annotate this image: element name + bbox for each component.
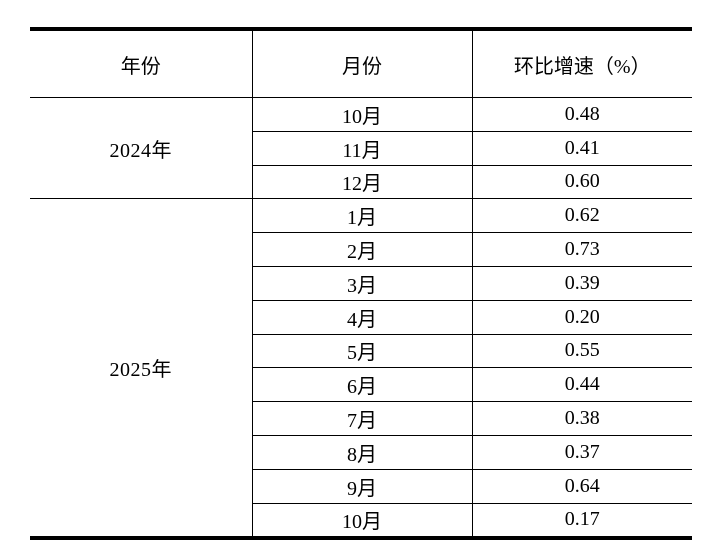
- header-month: 月份: [251, 29, 472, 98]
- table-row: 10月 0.17: [30, 503, 692, 539]
- table-header-row: 年份 月份 环比增速（%）: [30, 29, 692, 98]
- growth-cell: 0.39: [471, 266, 692, 301]
- month-cell: 4月: [251, 300, 472, 335]
- month-cell: 6月: [251, 367, 472, 403]
- growth-cell: 0.44: [471, 367, 692, 403]
- month-cell: 12月: [251, 165, 472, 200]
- growth-cell: 0.38: [471, 401, 692, 436]
- table-row: 2025年 1月 0.62: [30, 198, 692, 539]
- growth-cell: 0.41: [471, 131, 692, 166]
- growth-cell: 0.48: [471, 97, 692, 132]
- year-cell: 2024年: [30, 97, 252, 200]
- growth-cell: 0.20: [471, 300, 692, 335]
- table-row: 8月 0.37: [30, 435, 692, 470]
- growth-cell: 0.64: [471, 469, 692, 504]
- year-cell: 2025年: [30, 198, 252, 539]
- month-cell: 7月: [251, 401, 472, 436]
- growth-cell: 0.37: [471, 435, 692, 470]
- growth-cell: 0.60: [471, 165, 692, 200]
- month-cell: 8月: [251, 435, 472, 470]
- table-row: 12月 0.60: [30, 165, 692, 200]
- table-row: 4月 0.20: [30, 300, 692, 335]
- table-row: 6月 0.44: [30, 367, 692, 403]
- month-cell: 3月: [251, 266, 472, 301]
- table-row: 2月 0.73: [30, 232, 692, 267]
- month-cell: 2月: [251, 232, 472, 267]
- month-cell: 11月: [251, 131, 472, 166]
- month-cell: 10月: [251, 503, 472, 539]
- growth-cell: 0.73: [471, 232, 692, 267]
- month-cell: 9月: [251, 469, 472, 504]
- month-cell: 10月: [251, 97, 472, 132]
- growth-cell: 0.62: [471, 198, 692, 234]
- header-year: 年份: [30, 29, 252, 98]
- growth-cell: 0.17: [471, 503, 692, 539]
- table-row: 2024年 10月 0.48: [30, 97, 692, 200]
- growth-rate-table: 年份 月份 环比增速（%） 2024年 10月 0.48 11月 0.41 12…: [30, 27, 692, 541]
- table-row: 5月 0.55: [30, 334, 692, 369]
- table-row: 9月 0.64: [30, 469, 692, 504]
- header-growth: 环比增速（%）: [471, 29, 692, 98]
- month-cell: 5月: [251, 334, 472, 369]
- table-row: 7月 0.38: [30, 401, 692, 436]
- growth-cell: 0.55: [471, 334, 692, 369]
- month-cell: 1月: [251, 198, 472, 234]
- table-row: 3月 0.39: [30, 266, 692, 301]
- table-row: 11月 0.41: [30, 131, 692, 166]
